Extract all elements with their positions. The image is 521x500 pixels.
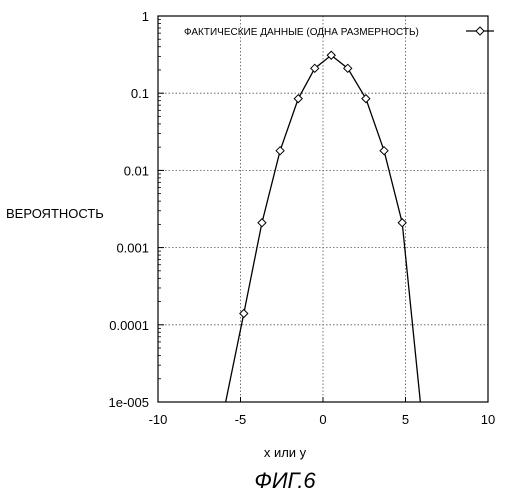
legend-label: ФАКТИЧЕСКИЕ ДАННЫЕ (ОДНА РАЗМЕРНОСТЬ) <box>184 27 419 38</box>
data-point <box>240 310 248 318</box>
figure-caption: ФИГ.6 <box>254 468 315 494</box>
x-tick-label: -10 <box>149 412 168 427</box>
y-tick-label: 0.1 <box>131 86 149 101</box>
legend: ФАКТИЧЕСКИЕ ДАННЫЕ (ОДНА РАЗМЕРНОСТЬ) <box>184 27 494 38</box>
grid <box>158 16 488 402</box>
y-tick-label: 1e-005 <box>109 395 149 410</box>
x-tick-label: 5 <box>402 412 409 427</box>
y-tick-labels: 1e-005 0.0001 0.001 0.01 0.1 1 <box>109 9 149 410</box>
data-point <box>294 95 302 103</box>
y-tick-label: 0.001 <box>116 241 149 256</box>
data-point <box>258 219 266 227</box>
y-axis-label: ВЕРОЯТНОСТЬ <box>6 206 104 221</box>
legend-marker <box>476 27 484 35</box>
data-point <box>362 95 370 103</box>
data-point <box>398 219 406 227</box>
y-tick-label: 1 <box>142 9 149 24</box>
x-tick-labels: -10 -5 0 5 10 <box>149 412 496 427</box>
y-tick-label: 0.0001 <box>109 318 149 333</box>
x-axis-label: х или у <box>264 445 306 460</box>
x-tick-label: 10 <box>481 412 495 427</box>
data-point <box>380 147 388 155</box>
data-point <box>276 147 284 155</box>
x-tick-label: 0 <box>319 412 326 427</box>
y-tick-label: 0.01 <box>124 163 149 178</box>
x-tick-label: -5 <box>235 412 247 427</box>
